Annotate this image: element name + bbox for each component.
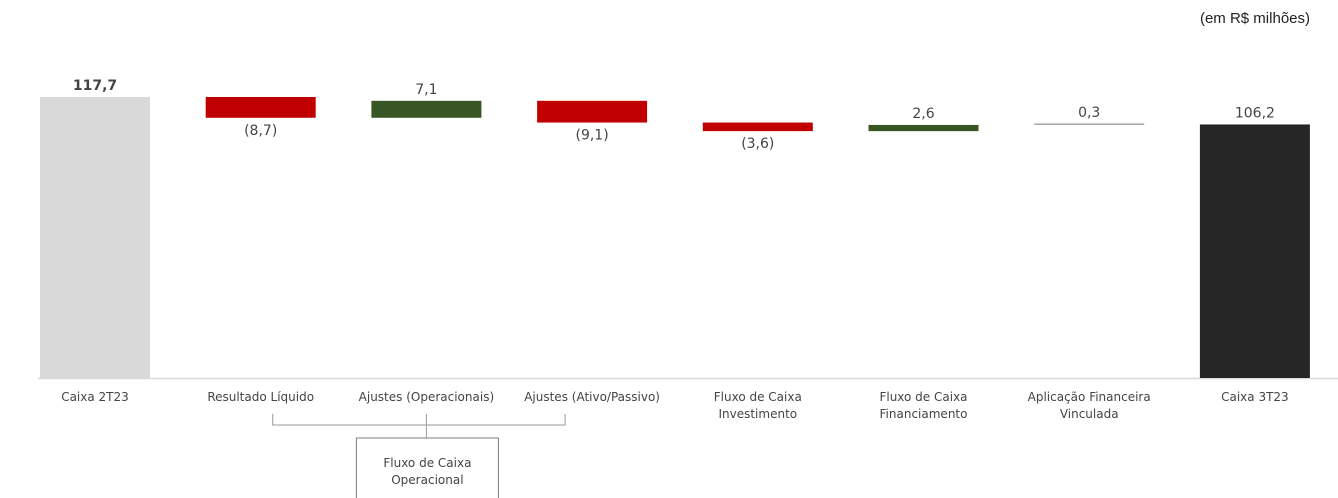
bar-value-label: (8,7) (244, 123, 277, 139)
bar-value-label: 117,7 (73, 78, 117, 94)
waterfall-bar (868, 124, 979, 132)
category-label: Aplicação Financeira (1028, 390, 1151, 404)
bar-value-label: 106,2 (1235, 105, 1275, 121)
waterfall-bar (537, 100, 648, 123)
category-label: Fluxo de Caixa (714, 390, 802, 404)
waterfall-bar (702, 122, 813, 132)
category-label: Investimento (718, 407, 797, 421)
category-label: Financiamento (880, 407, 968, 421)
category-label: Resultado Líquido (207, 390, 314, 404)
category-label: Caixa 2T23 (61, 390, 129, 404)
bracket-box-label: Fluxo de Caixa (383, 456, 471, 470)
waterfall-bar (1034, 123, 1145, 125)
bar-value-label: 7,1 (415, 82, 437, 98)
category-label: Vinculada (1060, 407, 1119, 421)
bracket-line (272, 414, 566, 426)
waterfall-bar (371, 100, 482, 118)
category-label: Ajustes (Ativo/Passivo) (524, 390, 660, 404)
bracket-box (355, 437, 499, 498)
waterfall-bar (40, 97, 150, 378)
bar-value-label: 0,3 (1078, 105, 1100, 121)
bar-value-label: 2,6 (912, 106, 934, 122)
category-label: Fluxo de Caixa (879, 390, 967, 404)
bar-value-label: (9,1) (575, 128, 608, 144)
category-label: Caixa 3T23 (1221, 390, 1289, 404)
unit-note: (em R$ milhões) (1199, 10, 1310, 27)
category-label: Ajustes (Operacionais) (359, 390, 494, 404)
bracket-box-label: Operacional (391, 473, 463, 487)
bar-value-label: (3,6) (741, 136, 774, 152)
waterfall-bar (1199, 124, 1310, 378)
waterfall-bar (205, 97, 316, 118)
